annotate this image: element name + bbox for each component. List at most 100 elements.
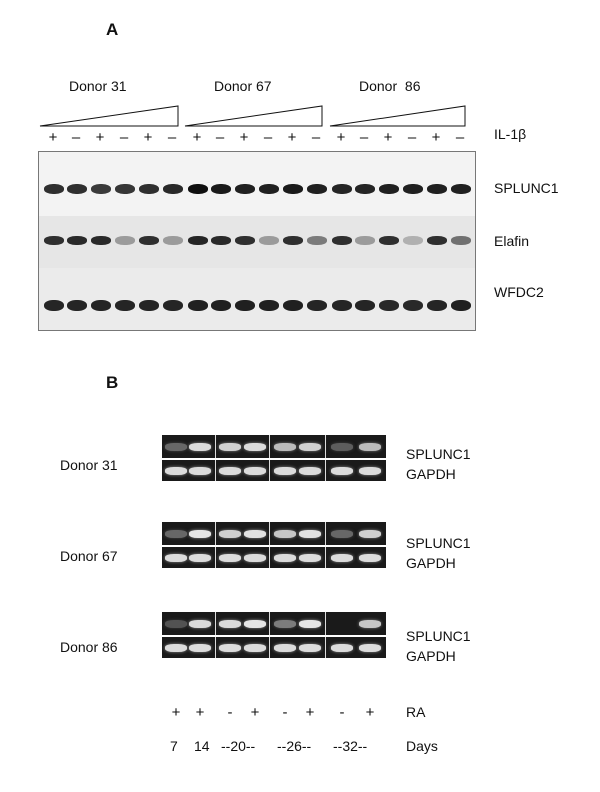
lane-separator bbox=[269, 522, 270, 545]
band-gapdh-donor-3-lane-7 bbox=[331, 643, 353, 652]
donor-31-label: Donor 31 bbox=[69, 78, 127, 94]
gel-strip-splunc1 bbox=[39, 152, 475, 216]
band-wfdc2-lane-3 bbox=[91, 299, 111, 311]
ra-sign-lane-6: + bbox=[305, 704, 315, 721]
band-elafin-lane-8 bbox=[211, 235, 231, 245]
band-splunc1-donor-2-lane-6 bbox=[299, 529, 321, 538]
lane-separator bbox=[215, 435, 216, 458]
donor-86-label-b: Donor 86 bbox=[60, 639, 118, 655]
day-label-20: --20-- bbox=[221, 738, 256, 754]
il1b-sign-lane-3: + bbox=[95, 129, 105, 146]
band-splunc1-donor-3-lane-8 bbox=[359, 619, 381, 628]
band-splunc1-lane-12 bbox=[307, 184, 327, 194]
band-splunc1-donor-3-lane-3 bbox=[219, 619, 241, 628]
band-splunc1-lane-8 bbox=[211, 184, 231, 194]
dose-wedge-donor-86 bbox=[329, 105, 466, 127]
band-splunc1-donor-2-lane-4 bbox=[244, 529, 266, 538]
band-elafin-lane-11 bbox=[283, 235, 303, 245]
band-splunc1-donor-1-lane-1 bbox=[165, 442, 187, 451]
band-splunc1-donor-1-lane-3 bbox=[219, 442, 241, 451]
band-elafin-lane-7 bbox=[188, 235, 208, 245]
band-splunc1-lane-6 bbox=[163, 184, 183, 194]
ra-sign-lane-8: + bbox=[365, 704, 375, 721]
days-label: Days bbox=[406, 738, 438, 754]
lane-separator bbox=[215, 547, 216, 568]
ra-label: RA bbox=[406, 704, 426, 720]
band-elafin-lane-6 bbox=[163, 235, 183, 245]
band-wfdc2-lane-13 bbox=[332, 299, 352, 311]
dose-wedge-donor-31 bbox=[39, 105, 179, 127]
band-elafin-lane-12 bbox=[307, 235, 327, 245]
band-wfdc2-lane-1 bbox=[44, 299, 64, 311]
il1b-sign-lane-14: – bbox=[359, 129, 369, 146]
band-gapdh-donor-3-lane-4 bbox=[244, 643, 266, 652]
ra-sign-lane-5: - bbox=[282, 704, 288, 721]
donor-67-label: Donor 67 bbox=[214, 78, 272, 94]
band-wfdc2-lane-17 bbox=[427, 299, 447, 311]
splunc1-label-b-31: SPLUNC1 bbox=[406, 446, 471, 462]
day-label-14: 14 bbox=[194, 738, 210, 754]
gel-splunc1-donor-1 bbox=[162, 435, 386, 458]
band-gapdh-donor-2-lane-1 bbox=[165, 553, 187, 562]
donor-67-label-b: Donor 67 bbox=[60, 548, 118, 564]
lane-separator bbox=[269, 435, 270, 458]
band-elafin-lane-5 bbox=[139, 235, 159, 245]
band-splunc1-lane-17 bbox=[427, 184, 447, 194]
band-splunc1-lane-14 bbox=[355, 184, 375, 194]
band-gapdh-donor-1-lane-8 bbox=[359, 466, 381, 475]
ra-sign-lane-3: - bbox=[227, 704, 233, 721]
day-label-26: --26-- bbox=[277, 738, 312, 754]
gel-gapdh-donor-2 bbox=[162, 547, 386, 568]
gene-label-wfdc2: WFDC2 bbox=[494, 284, 544, 300]
lane-separator bbox=[269, 547, 270, 568]
band-elafin-lane-15 bbox=[379, 235, 399, 245]
band-gapdh-donor-2-lane-3 bbox=[219, 553, 241, 562]
band-wfdc2-lane-6 bbox=[163, 299, 183, 311]
band-elafin-lane-16 bbox=[403, 235, 423, 245]
donor-86-label: Donor 86 bbox=[359, 78, 421, 94]
dose-wedge-donor-67 bbox=[184, 105, 323, 127]
band-splunc1-donor-2-lane-3 bbox=[219, 529, 241, 538]
band-gapdh-donor-1-lane-1 bbox=[165, 466, 187, 475]
band-gapdh-donor-3-lane-2 bbox=[189, 643, 211, 652]
band-elafin-lane-2 bbox=[67, 235, 87, 245]
band-splunc1-donor-2-lane-2 bbox=[189, 529, 211, 538]
lane-separator bbox=[325, 522, 326, 545]
band-splunc1-lane-10 bbox=[259, 184, 279, 194]
lane-separator bbox=[215, 460, 216, 481]
band-gapdh-donor-2-lane-6 bbox=[299, 553, 321, 562]
band-splunc1-donor-3-lane-6 bbox=[299, 619, 321, 628]
band-gapdh-donor-1-lane-5 bbox=[274, 466, 296, 475]
dose-wedges bbox=[39, 105, 466, 127]
il1b-sign-lane-17: + bbox=[431, 129, 441, 146]
band-wfdc2-lane-2 bbox=[67, 299, 87, 311]
band-gapdh-donor-3-lane-3 bbox=[219, 643, 241, 652]
band-elafin-lane-14 bbox=[355, 235, 375, 245]
band-wfdc2-lane-18 bbox=[451, 299, 471, 311]
ra-sign-lane-4: + bbox=[250, 704, 260, 721]
il1b-sign-lane-15: + bbox=[383, 129, 393, 146]
gel-strip-wfdc2 bbox=[39, 268, 475, 330]
band-splunc1-donor-2-lane-8 bbox=[359, 529, 381, 538]
lane-separator bbox=[215, 637, 216, 658]
band-wfdc2-lane-11 bbox=[283, 299, 303, 311]
gapdh-label-b-67: GAPDH bbox=[406, 555, 456, 571]
band-gapdh-donor-3-lane-6 bbox=[299, 643, 321, 652]
band-splunc1-donor-1-lane-7 bbox=[331, 442, 353, 451]
band-splunc1-donor-1-lane-8 bbox=[359, 442, 381, 451]
band-wfdc2-lane-12 bbox=[307, 299, 327, 311]
band-wfdc2-lane-4 bbox=[115, 299, 135, 311]
gene-label-elafin: Elafin bbox=[494, 233, 530, 249]
band-gapdh-donor-2-lane-8 bbox=[359, 553, 381, 562]
ra-sign-lane-1: + bbox=[171, 704, 181, 721]
band-gapdh-donor-1-lane-7 bbox=[331, 466, 353, 475]
band-gapdh-donor-2-lane-4 bbox=[244, 553, 266, 562]
il1b-sign-lane-11: + bbox=[287, 129, 297, 146]
band-elafin-lane-4 bbox=[115, 235, 135, 245]
lane-separator bbox=[269, 460, 270, 481]
il1b-sign-lane-13: + bbox=[336, 129, 346, 146]
il1b-sign-lane-5: + bbox=[143, 129, 153, 146]
day-label-32: --32-- bbox=[333, 738, 368, 754]
band-gapdh-donor-2-lane-5 bbox=[274, 553, 296, 562]
lane-separator bbox=[269, 637, 270, 658]
